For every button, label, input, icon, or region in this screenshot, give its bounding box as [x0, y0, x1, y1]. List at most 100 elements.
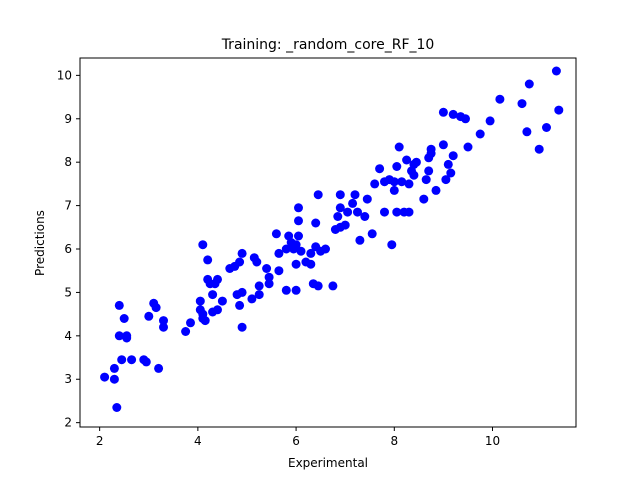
data-point-17 [159, 322, 168, 332]
data-point-19 [181, 327, 191, 336]
x-tick-label: 8 [390, 434, 398, 448]
data-point-65 [294, 216, 303, 226]
data-point-136 [542, 123, 551, 132]
data-point-35 [217, 296, 227, 306]
data-point-61 [291, 285, 301, 295]
x-tick-label: 2 [96, 434, 104, 448]
data-point-98 [389, 185, 399, 195]
data-point-4 [114, 331, 124, 341]
data-point-2 [109, 363, 119, 373]
data-point-41 [237, 287, 247, 297]
data-point-34 [213, 274, 222, 284]
data-point-54 [274, 248, 284, 258]
y-tick-label: 9 [64, 112, 72, 126]
data-point-15 [151, 303, 161, 313]
data-point-106 [404, 207, 414, 217]
data-point-125 [448, 109, 458, 119]
data-point-92 [370, 179, 380, 189]
y-tick-label: 5 [64, 285, 72, 299]
chart-title: Training: _random_core_RF_10 [221, 37, 435, 53]
y-tick-label: 2 [64, 416, 72, 430]
data-point-55 [281, 244, 291, 254]
ticks-layer: 2 4 6 8 10 2 3 4 5 6 7 8 9 10 [57, 68, 500, 448]
x-axis-label: Experimental [288, 456, 368, 470]
data-point-64 [294, 231, 303, 241]
data-point-137 [551, 66, 561, 76]
data-point-90 [362, 194, 372, 204]
data-point-115 [424, 166, 434, 176]
data-point-77 [328, 281, 338, 291]
data-point-103 [397, 177, 407, 187]
data-point-88 [355, 235, 365, 245]
data-point-48 [254, 290, 264, 300]
data-point-10 [127, 355, 137, 365]
data-point-121 [441, 175, 451, 185]
data-point-122 [443, 159, 453, 169]
data-point-101 [392, 207, 402, 217]
data-point-13 [144, 311, 154, 321]
data-point-134 [524, 79, 534, 89]
data-point-33 [213, 305, 222, 315]
data-point-44 [247, 294, 257, 304]
data-point-66 [296, 246, 306, 256]
x-tick-label: 4 [194, 434, 202, 448]
data-point-7 [119, 314, 129, 323]
y-tick-label: 8 [64, 155, 72, 169]
data-point-46 [252, 257, 262, 267]
data-point-138 [554, 105, 564, 115]
data-point-120 [438, 107, 448, 117]
data-point-9 [122, 331, 132, 341]
data-point-84 [343, 207, 353, 217]
data-point-51 [264, 279, 274, 289]
data-point-63 [294, 203, 303, 213]
data-point-53 [274, 266, 284, 276]
data-point-5 [114, 300, 124, 310]
y-tick-label: 4 [64, 329, 72, 343]
data-point-112 [419, 194, 429, 204]
data-point-72 [311, 218, 321, 228]
y-tick-label: 3 [64, 372, 72, 386]
data-point-99 [389, 177, 399, 187]
data-point-110 [409, 170, 419, 180]
y-axis-label: Predictions [33, 210, 47, 276]
data-point-107 [404, 179, 414, 189]
data-point-111 [411, 157, 421, 167]
data-point-130 [485, 116, 495, 126]
data-point-79 [333, 212, 343, 221]
data-point-128 [463, 142, 473, 152]
data-point-40 [235, 257, 245, 267]
data-point-21 [195, 296, 205, 306]
data-point-3 [112, 403, 122, 412]
data-point-113 [421, 175, 431, 185]
data-point-62 [291, 240, 301, 250]
points-layer [100, 66, 564, 412]
data-point-39 [235, 300, 245, 310]
data-point-28 [203, 255, 213, 265]
data-point-83 [340, 220, 350, 230]
data-point-1 [109, 374, 119, 384]
data-point-93 [375, 164, 385, 174]
data-point-97 [387, 240, 397, 250]
data-point-26 [200, 316, 210, 326]
data-point-123 [446, 168, 456, 178]
data-point-20 [186, 318, 195, 328]
data-point-86 [350, 190, 360, 200]
data-point-18 [159, 316, 168, 326]
data-point-89 [360, 212, 370, 221]
data-point-56 [281, 285, 291, 295]
data-point-16 [154, 363, 164, 373]
data-point-69 [306, 259, 316, 269]
data-point-117 [426, 149, 436, 158]
data-point-73 [313, 190, 323, 200]
x-tick-label: 6 [292, 434, 300, 448]
data-point-12 [141, 357, 151, 367]
data-point-25 [198, 240, 208, 250]
data-point-102 [394, 142, 404, 152]
data-point-127 [461, 114, 470, 124]
data-point-43 [237, 322, 247, 332]
data-point-49 [262, 264, 272, 273]
data-point-131 [495, 94, 505, 104]
x-tick-label: 10 [485, 434, 500, 448]
